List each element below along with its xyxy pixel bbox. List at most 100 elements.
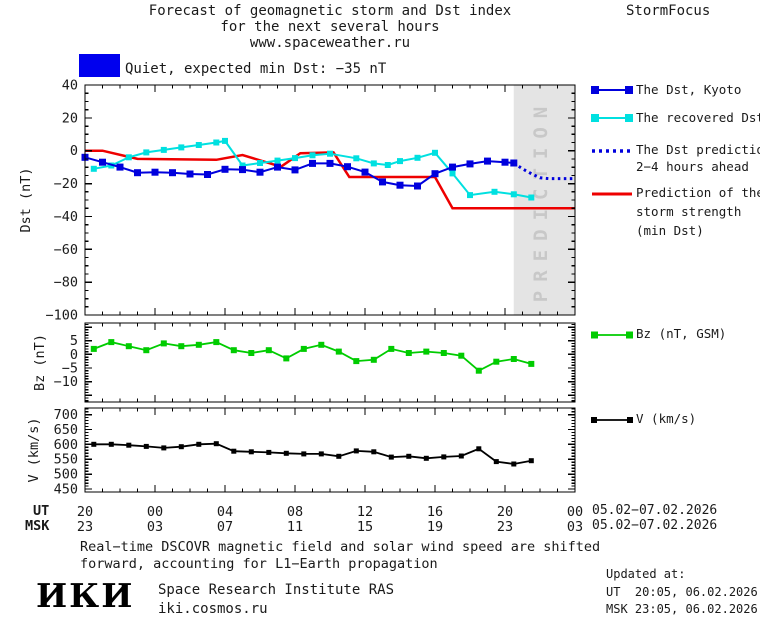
svg-text:−80: −80 (54, 275, 78, 291)
x-tick-label-ut: 00 (567, 504, 583, 520)
legend-dst-kyoto-label: The Dst, Kyoto (636, 82, 742, 97)
updated-at-label: Updated at: (606, 567, 686, 581)
bz-gsm-line (93, 341, 532, 372)
status-text: Quiet, expected min Dst: −35 nT (125, 61, 387, 77)
x-tick-label-msk: 03 (147, 519, 163, 535)
x-tick-label-ut: 20 (77, 504, 93, 520)
svg-text:−5: −5 (62, 360, 78, 376)
recovered-dst-markers (90, 137, 535, 201)
iki-logo: ИКИ (36, 576, 135, 615)
x-tick-label-msk: 19 (427, 519, 443, 535)
legend-recovered-label: The recovered Dst (636, 110, 760, 125)
footer-note-line1: Real−time DSCOVR magnetic field and sola… (80, 539, 601, 555)
recovered-marker-sample (625, 114, 633, 122)
dst-panel: PREDICTION (81, 85, 575, 315)
x-tick-label-ut: 08 (287, 504, 303, 520)
svg-text:20: 20 (62, 110, 78, 126)
svg-text:−60: −60 (54, 242, 78, 258)
svg-text:550: 550 (54, 452, 78, 468)
svg-text:−100: −100 (45, 308, 78, 324)
svg-text:−40: −40 (54, 209, 78, 225)
legend-dst-kyoto-swatch (590, 84, 634, 96)
prediction-band (513, 85, 575, 315)
page-title: Forecast of geomagnetic storm and Dst in… (148, 3, 512, 19)
legend-v-label: V (km/s) (636, 411, 697, 426)
svg-text:500: 500 (54, 467, 78, 483)
svg-text:5: 5 (70, 333, 78, 349)
x-tick-label-ut: 12 (357, 504, 373, 520)
dst-kyoto-line (84, 156, 514, 188)
org-url: iki.cosmos.ru (158, 601, 268, 617)
x-tick-label-ut: 16 (427, 504, 443, 520)
legend-v-swatch (590, 414, 634, 426)
bz-panel-frame (84, 322, 576, 403)
dst-ytick-labels: 40 20 0 −20 −40 −60 −80 −100 (45, 78, 78, 324)
svg-text:−10: −10 (54, 374, 78, 390)
v-ylabel: V (km/s) (26, 417, 42, 482)
legend-prediction-label-2: 2−4 hours ahead (636, 159, 749, 174)
legend-storm-label-1: Prediction of the (636, 185, 760, 200)
legend-bz-label: Bz (nT, GSM) (636, 326, 727, 341)
recovered-marker-sample (591, 114, 599, 122)
svg-text:700: 700 (54, 407, 78, 423)
svg-text:−20: −20 (54, 176, 78, 192)
ut-row-label: UT (33, 503, 50, 519)
dst-prediction-2-4h-line (512, 161, 575, 181)
x-tick-label-ut: 00 (147, 504, 163, 520)
quiet-status-swatch (79, 54, 120, 77)
bz-ytick-labels: 50−5−10 (54, 333, 78, 390)
footer-note-line2: forward, accounting for L1−Earth propaga… (80, 556, 438, 572)
page-subtitle: for the next several hours (220, 19, 440, 35)
solar-wind-speed-markers (91, 441, 534, 467)
x-tick-label-msk: 03 (567, 519, 583, 535)
legend-prediction-label-1: The Dst prediction (636, 142, 760, 157)
recovered-dst-line (93, 139, 532, 199)
brand-label: StormFocus (626, 3, 711, 19)
svg-text:40: 40 (62, 78, 78, 94)
x-tick-label-msk: 23 (77, 519, 93, 535)
date-range-ut: 05.02−07.02.2026 (592, 503, 718, 518)
v-panel-axes (84, 407, 576, 493)
bz-panel-axes (84, 322, 576, 403)
x-tick-label-msk: 15 (357, 519, 373, 535)
v-panel-frame (84, 407, 576, 493)
bz-panel (90, 339, 535, 374)
legend-storm-swatch (590, 188, 634, 200)
x-tick-label-msk: 11 (287, 519, 303, 535)
x-tick-label-ut: 04 (217, 504, 233, 520)
kyoto-marker-sample (591, 86, 599, 94)
site-url: www.spaceweather.ru (249, 35, 411, 51)
x-tick-label-msk: 07 (217, 519, 233, 535)
updated-at-msk: MSK 23:05, 06.02.2026 (606, 602, 758, 616)
prediction-band-label: PREDICTION (530, 98, 552, 302)
legend-bz-swatch (590, 329, 634, 341)
kyoto-marker-sample (625, 86, 633, 94)
bz-marker-sample (626, 331, 633, 339)
dst-panel-axes (84, 84, 576, 316)
v-marker-sample (627, 417, 633, 423)
legend-recovered-swatch (590, 112, 634, 124)
dst-ylabel: Dst (nT) (18, 167, 34, 232)
svg-text:600: 600 (54, 437, 78, 453)
legend-storm-label-3: (min Dst) (636, 223, 704, 238)
svg-text:0: 0 (70, 143, 78, 159)
msk-row-label: MSK (25, 518, 50, 534)
svg-text:0: 0 (70, 347, 78, 363)
date-range-msk: 05.02−07.02.2026 (592, 518, 718, 533)
dst-panel-frame (84, 84, 576, 316)
v-marker-sample (591, 417, 597, 423)
legend-storm-label-2: storm strength (636, 204, 742, 219)
updated-at-ut: UT 20:05, 06.02.2026 (606, 585, 758, 599)
bz-marker-sample (591, 331, 598, 339)
x-tick-label-msk: 23 (497, 519, 513, 535)
svg-text:650: 650 (54, 422, 78, 438)
bz-gsm-markers (90, 339, 535, 374)
legend-prediction-swatch (590, 145, 634, 157)
solar-wind-speed-line (93, 442, 532, 465)
org-name: Space Research Institute RAS (158, 582, 395, 598)
svg-text:450: 450 (54, 482, 78, 498)
